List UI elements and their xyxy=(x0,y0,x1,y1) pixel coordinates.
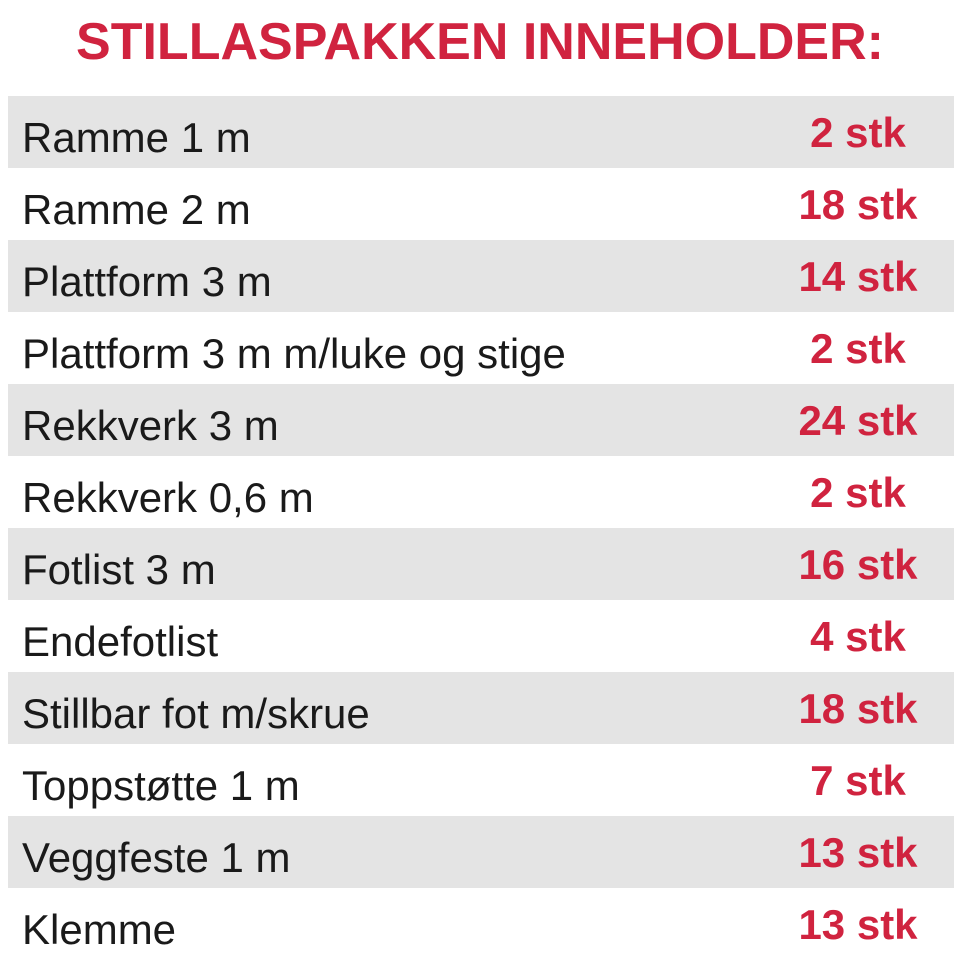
list-item: Veggfeste 1 m 13 stk xyxy=(8,816,954,888)
list-item: Plattform 3 m m/luke og stige 2 stk xyxy=(8,312,954,384)
item-name: Stillbar fot m/skrue xyxy=(22,690,370,737)
item-quantity: 18 stk xyxy=(798,181,918,228)
item-name: Endefotlist xyxy=(22,618,219,665)
item-name: Toppstøtte 1 m xyxy=(22,762,300,809)
list-item: Rekkverk 3 m 24 stk xyxy=(8,384,954,456)
item-name: Plattform 3 m m/luke og stige xyxy=(22,330,566,377)
list-item: Stillbar fot m/skrue 18 stk xyxy=(8,672,954,744)
item-quantity: 16 stk xyxy=(798,541,918,588)
item-quantity: 4 stk xyxy=(810,613,906,660)
item-quantity: 13 stk xyxy=(798,829,918,876)
item-quantity: 24 stk xyxy=(798,397,918,444)
item-name: Rekkverk 0,6 m xyxy=(22,474,314,521)
item-name: Rekkverk 3 m xyxy=(22,402,279,449)
list-item: Klemme 13 stk xyxy=(8,888,954,959)
page-title: STILLASPAKKEN INNEHOLDER: xyxy=(76,13,884,71)
item-quantity: 13 stk xyxy=(798,901,918,948)
item-quantity: 2 stk xyxy=(810,109,906,156)
item-quantity: 2 stk xyxy=(810,325,906,372)
item-name: Veggfeste 1 m xyxy=(22,834,291,881)
item-name: Plattform 3 m xyxy=(22,258,272,305)
list-item: Plattform 3 m 14 stk xyxy=(8,240,954,312)
item-name: Klemme xyxy=(22,906,177,953)
item-quantity: 18 stk xyxy=(798,685,918,732)
item-name: Ramme 2 m xyxy=(22,186,251,233)
item-name: Ramme 1 m xyxy=(22,114,251,161)
contents-list: Ramme 1 m 2 stk Ramme 2 m 18 stk Plattfo… xyxy=(8,96,954,959)
item-quantity: 2 stk xyxy=(810,469,906,516)
list-item: Ramme 2 m 18 stk xyxy=(8,168,954,240)
list-item: Fotlist 3 m 16 stk xyxy=(8,528,954,600)
list-item: Ramme 1 m 2 stk xyxy=(8,96,954,168)
item-quantity: 7 stk xyxy=(810,757,906,804)
item-quantity: 14 stk xyxy=(798,253,918,300)
item-name: Fotlist 3 m xyxy=(22,546,216,593)
list-item: Endefotlist 4 stk xyxy=(8,600,954,672)
list-item: Rekkverk 0,6 m 2 stk xyxy=(8,456,954,528)
list-item: Toppstøtte 1 m 7 stk xyxy=(8,744,954,816)
